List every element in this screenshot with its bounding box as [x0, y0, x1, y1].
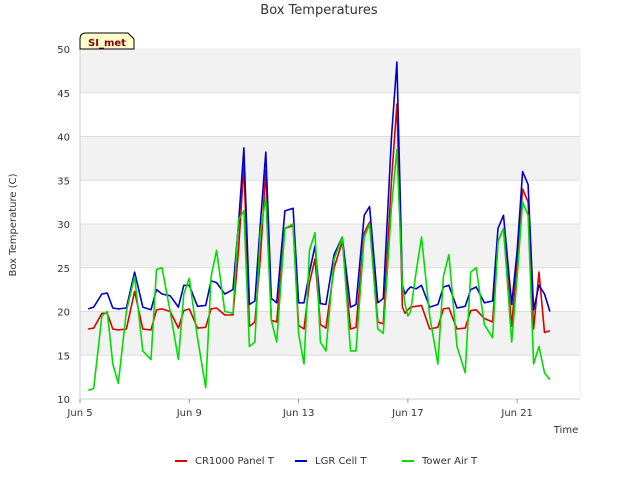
y-tick-label-40: 40: [57, 133, 70, 144]
y-tick-label-45: 45: [57, 89, 70, 100]
band-15: [80, 311, 580, 356]
series-line-cr1000-panel-t: [88, 103, 551, 334]
band-45: [80, 49, 580, 93]
x-axis-label: Time: [553, 425, 578, 436]
y-tick-label-30: 30: [57, 220, 70, 231]
y-tick-label-10: 10: [57, 395, 70, 406]
legend: CR1000 Panel T LGR Cell T Tower Air T: [175, 456, 478, 467]
legend-label-lgr-cell-t: LGR Cell T: [315, 456, 367, 467]
y-tick-label-25: 25: [57, 264, 70, 275]
x-tick-label-13: Jun 13: [282, 408, 315, 419]
series-line-lgr-cell-t: [87, 61, 551, 312]
station-badge: SI_met: [79, 32, 135, 50]
legend-label-cr1000-panel-t: CR1000 Panel T: [195, 456, 275, 467]
y-tick-label-20: 20: [57, 308, 70, 319]
y-tick-label-50: 50: [57, 45, 70, 56]
x-axis-ticks: Jun 5 Jun 9 Jun 13 Jun 17 Jun 21: [66, 399, 533, 419]
series-layer: [87, 61, 551, 392]
y-axis-label: Box Temperature (C): [8, 173, 19, 276]
band-35: [80, 136, 580, 181]
chart-title: Box Temperatures: [260, 3, 378, 18]
x-tick-label-17: Jun 17: [391, 408, 424, 419]
x-tick-label-5: Jun 5: [66, 408, 92, 419]
y-axis-ticks: 10 15 20 25 30 35 40 45 50: [57, 45, 70, 406]
legend-label-tower-air-t: Tower Air T: [421, 456, 478, 467]
station-badge-box: [79, 32, 135, 50]
y-tick-label-15: 15: [57, 351, 70, 362]
axes: [79, 48, 581, 400]
x-tick-label-9: Jun 9: [176, 408, 202, 419]
y-tick-label-35: 35: [57, 176, 70, 187]
series-line-tower-air-t: [87, 148, 551, 392]
x-tick-label-21: Jun 21: [500, 408, 533, 419]
station-badge-text: SI_met: [88, 38, 126, 49]
